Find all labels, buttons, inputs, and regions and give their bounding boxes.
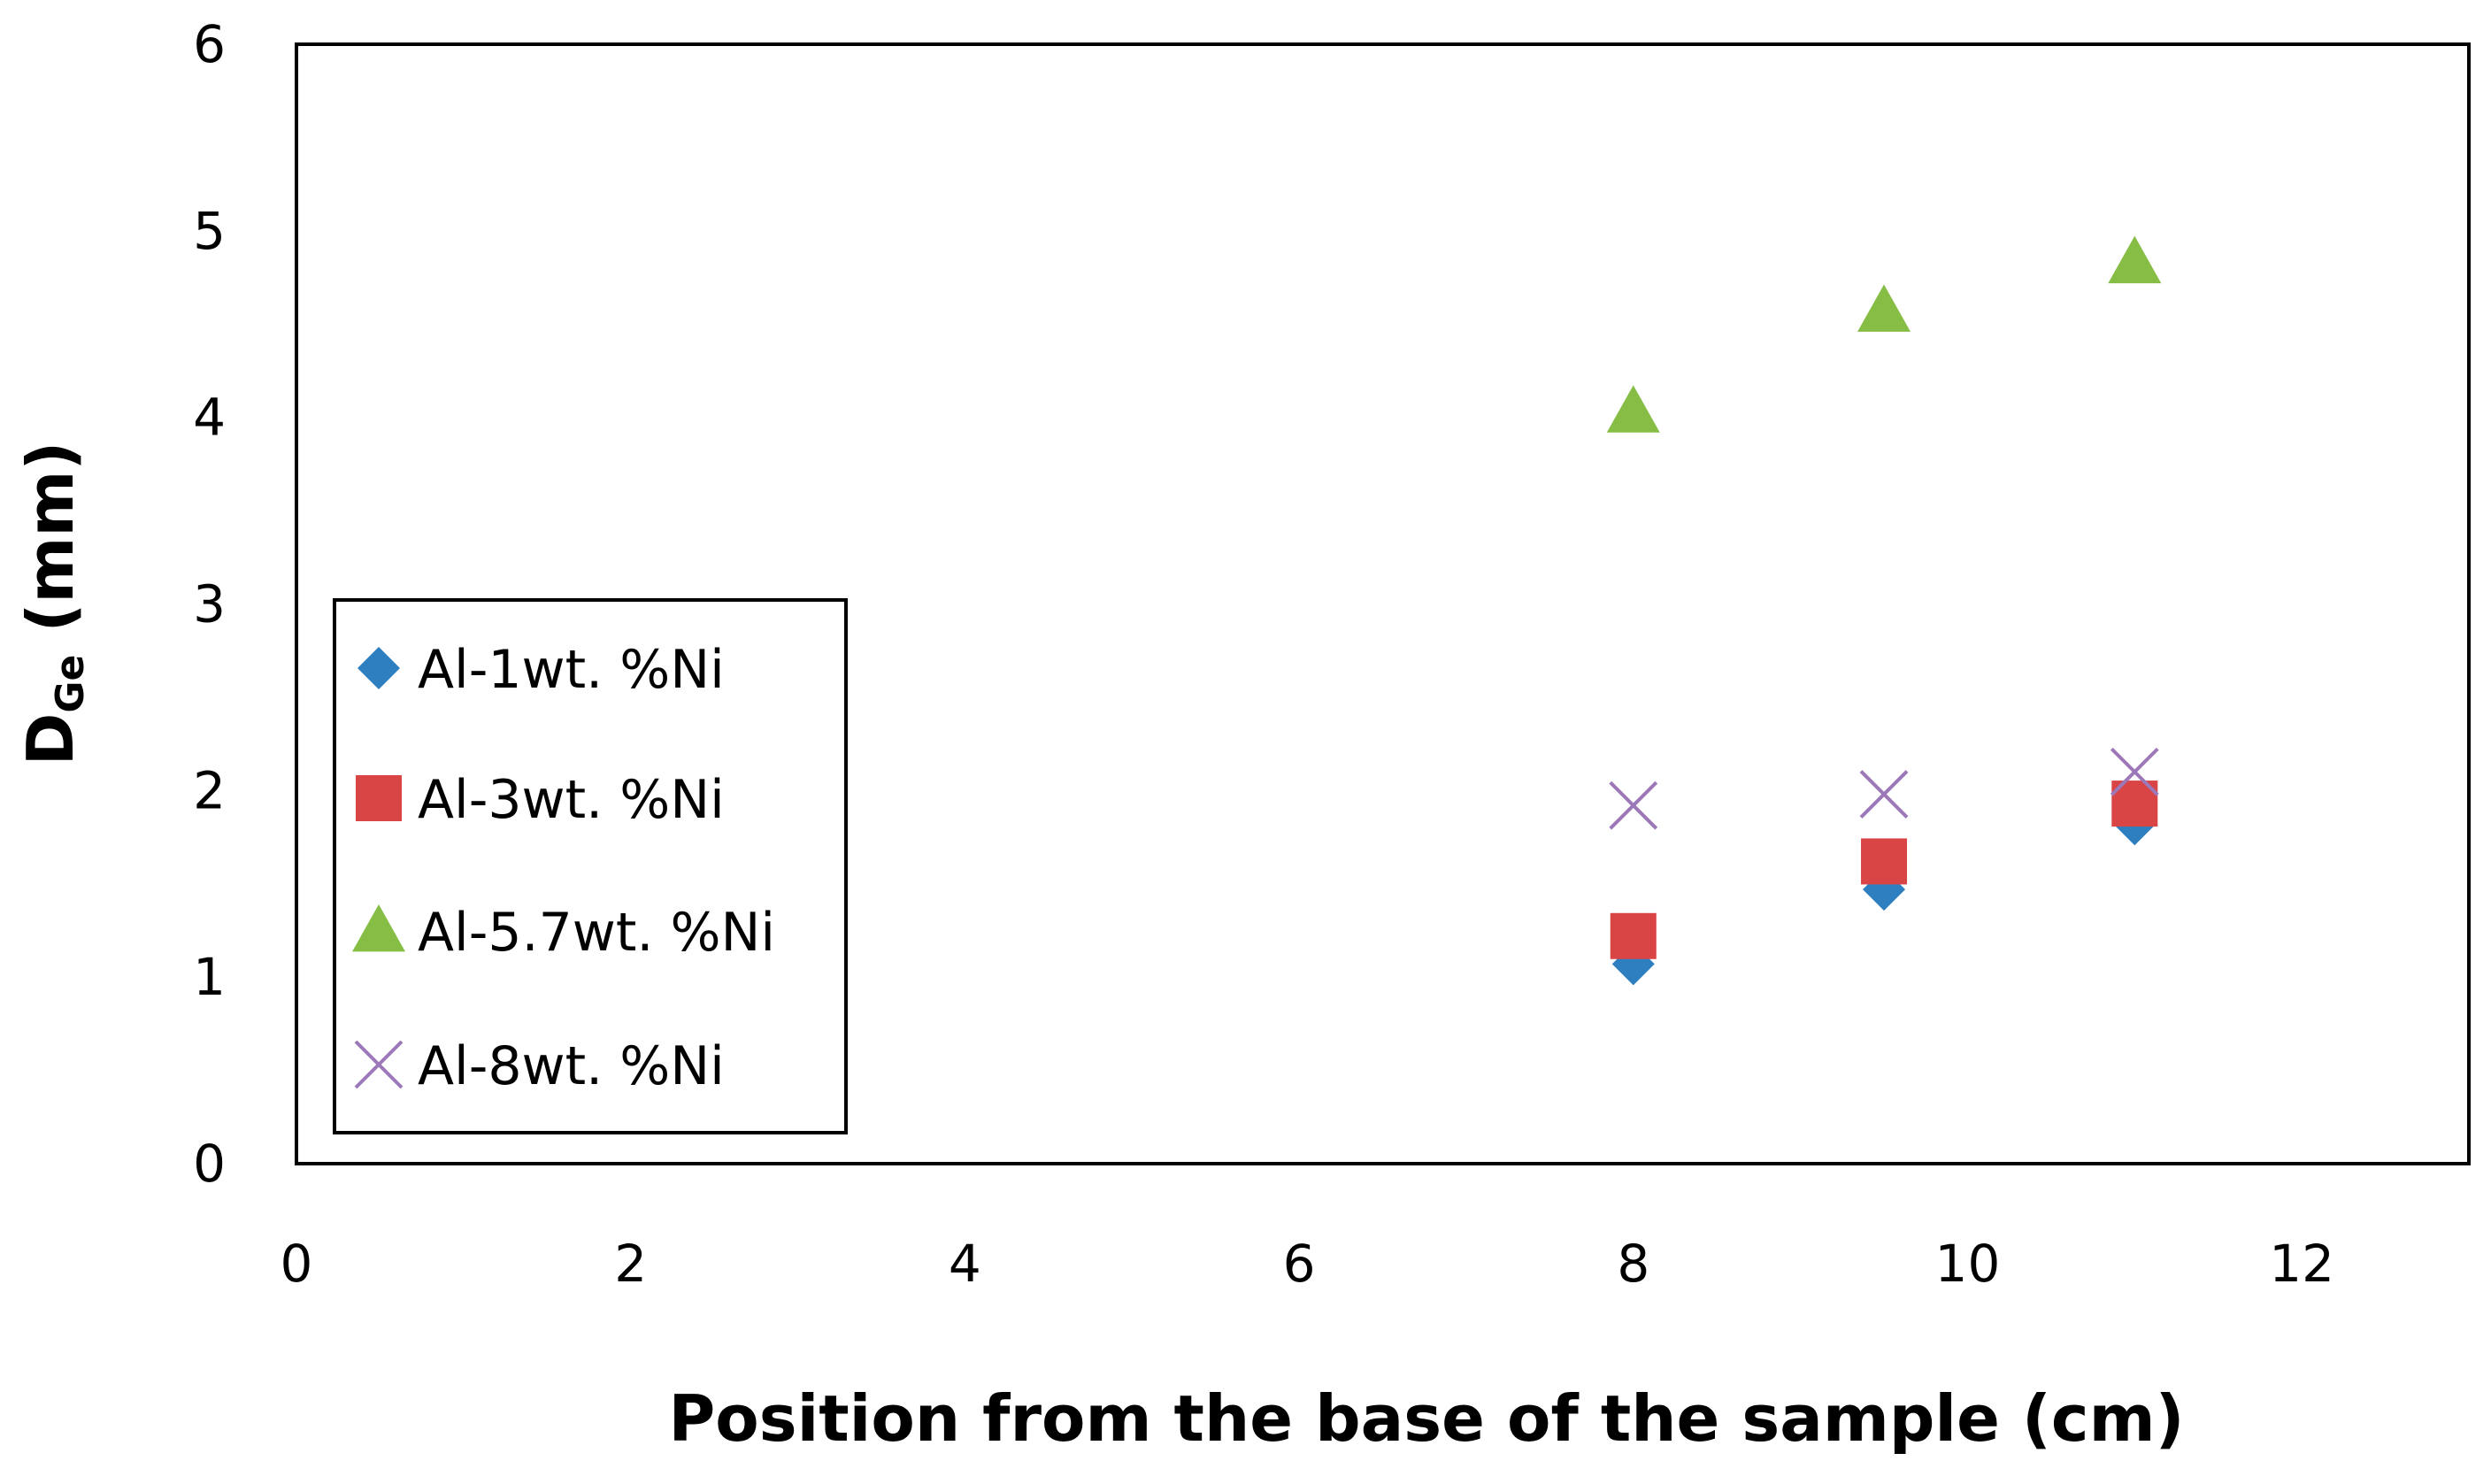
data-point-triangle [2108,235,2162,284]
y-tick-labels: 0 1 2 3 4 5 6 [193,14,226,1194]
legend-label: Al-1wt. %Ni [418,639,725,701]
legend-marker-square [356,775,402,821]
x-tick-label: 12 [2269,1234,2334,1294]
x-tick-label: 10 [1935,1234,2001,1294]
legend-marker-diamond [358,647,400,689]
y-tick-label: 0 [193,1134,226,1194]
y-tick-label: 4 [193,388,226,448]
x-marker-stroke [1609,780,1658,830]
legend-label: Al-8wt. %Ni [418,1035,725,1097]
legend-items: Al-1wt. %Ni Al-3wt. %Ni Al-5.7wt. %Ni Al-8w… [352,639,775,1097]
legend-marker-x [354,1040,404,1089]
y-tick-label: 5 [193,201,226,261]
data-point-triangle [1857,284,1911,332]
x-tick-label: 6 [1283,1234,1316,1294]
data-point-triangle [1606,385,1660,433]
y-tick-label: 1 [193,947,226,1007]
data-point-square [1610,912,1657,959]
data-point-x [1859,770,1909,819]
y-tick-label: 3 [193,574,226,634]
series-4 [1609,747,2159,830]
y-axis-title-main: D [13,713,88,766]
x-marker-stroke [2110,747,2159,796]
legend-box [333,598,848,1134]
data-point-square [1861,838,1908,885]
legend-label: Al-3wt. %Ni [418,769,725,831]
y-tick-label: 2 [193,760,226,820]
x-tick-label: 4 [949,1234,981,1294]
y-tick-label: 6 [193,14,226,74]
data-point-x [1609,780,1658,830]
x-tick-labels: 0 2 4 6 8 10 12 [281,1234,2335,1294]
x-tick-label: 8 [1617,1234,1649,1294]
x-marker-stroke [1859,770,1909,819]
y-axis-title-unit: (mm) [13,442,88,655]
x-tick-label: 0 [281,1234,313,1294]
legend: Al-1wt. %Ni Al-3wt. %Ni Al-5.7wt. %Ni Al-8w… [333,598,848,1134]
data-series [1606,235,2162,986]
legend-label: Al-5.7wt. %Ni [418,902,775,964]
x-marker-stroke [354,1040,404,1089]
x-tick-label: 2 [614,1234,647,1294]
y-axis-title: DGe (mm) [13,442,93,766]
series-3 [1606,235,2162,433]
y-axis-title-subscript: Ge [48,655,93,713]
x-axis-title: Position from the base of the sample (cm… [668,1381,2184,1456]
data-point-x [2110,747,2159,796]
legend-marker-triangle [352,904,405,952]
